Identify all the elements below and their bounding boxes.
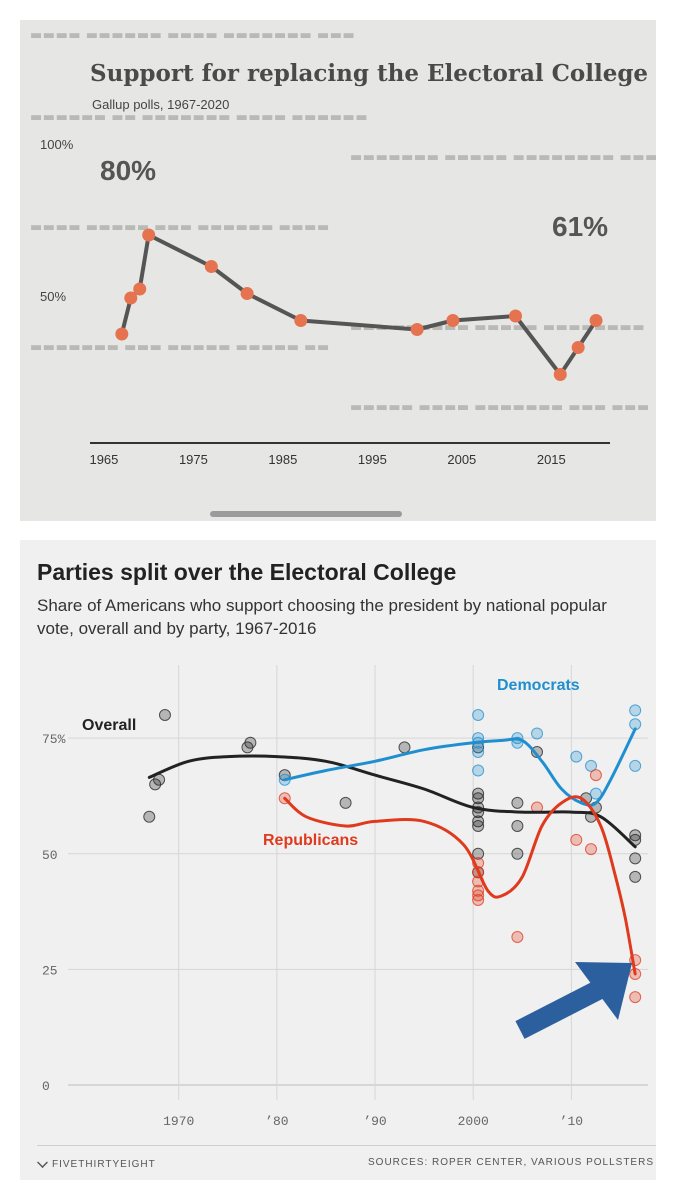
overall-poll-point (149, 778, 162, 791)
y-tick-label: 0 (42, 1079, 50, 1094)
scroll-indicator[interactable] (210, 511, 402, 517)
chart-subtitle: Share of Americans who support choosing … (37, 596, 607, 638)
overall-poll-point (339, 796, 352, 809)
republicans-trend-line (283, 795, 637, 976)
overall-trend-line (147, 754, 637, 849)
republicans-poll-point (570, 833, 583, 846)
emphasis-arrow-shaft (515, 981, 603, 1039)
democrats-poll-point (570, 750, 583, 763)
newspaper-texture: ▬▬▬ ▬▬▬▬▬▬ ▬▬▬▬▬ ▬▬▬▬▬▬▬▬ (350, 320, 646, 335)
x-tick-label: 2005 (447, 452, 477, 467)
overall-poll-point (511, 847, 524, 860)
last-value-annotation: 61% (552, 211, 609, 242)
overall-poll-point (472, 847, 485, 860)
x-tick-label: ’90 (363, 1114, 386, 1129)
data-point (589, 314, 603, 327)
democrats-trend-line (283, 727, 637, 807)
data-point (240, 287, 254, 300)
republicans-poll-point (472, 884, 485, 897)
republicans-poll-point (472, 889, 485, 902)
overall-poll-point (472, 820, 485, 832)
first-value-annotation: 80% (100, 155, 157, 186)
x-tick-label: 1965 (89, 452, 119, 467)
democrats-poll-point (531, 727, 544, 740)
overall-poll-point (244, 736, 257, 749)
data-point (124, 291, 138, 305)
data-point (204, 260, 218, 273)
footer-divider (37, 1145, 656, 1146)
chart-subtitle: Gallup polls, 1967-2020 (92, 97, 230, 112)
democrats-poll-point (629, 759, 642, 772)
democrats-poll-point (629, 704, 642, 717)
overall-poll-point (398, 741, 411, 754)
x-tick-label: ’10 (560, 1114, 583, 1129)
chart-title: Support for replacing the Electoral Coll… (90, 60, 649, 87)
republicans-poll-point (589, 769, 602, 782)
overall-poll-point (629, 870, 642, 883)
x-tick-label: 1970 (163, 1114, 194, 1129)
data-point (571, 341, 585, 354)
y-tick-label: 50 (42, 848, 58, 863)
emphasis-arrow-head (575, 962, 632, 1020)
x-tick-label: ’80 (265, 1114, 288, 1129)
newspaper-texture: ▬▬▬▬ ▬▬▬▬▬ ▬▬▬ ▬▬▬▬▬▬ ▬▬▬▬ (30, 220, 330, 235)
y-tick-label: 100% (40, 137, 74, 152)
chart-title: Parties split over the Electoral College (37, 559, 457, 585)
overall-series-label: Overall (82, 717, 136, 734)
newspaper-chart-panel: ▬▬▬▬ ▬▬▬▬▬▬ ▬▬▬▬ ▬▬▬▬▬▬▬ ▬▬▬ ▬▬▬▬▬▬ ▬▬ ▬… (20, 20, 656, 521)
republicans-series-label: Republicans (263, 832, 358, 849)
data-point (410, 323, 424, 336)
data-point (133, 282, 147, 296)
overall-poll-point (511, 796, 524, 809)
overall-poll-point (472, 815, 485, 828)
newspaper-texture: ▬▬▬▬▬▬▬ ▬▬▬▬▬ ▬▬▬▬▬▬▬▬ ▬▬▬▬ (350, 150, 656, 165)
footer-brand: FIVETHIRTYEIGHT (37, 1157, 156, 1170)
overall-poll-point (143, 810, 156, 823)
x-tick-label: 1985 (268, 452, 298, 467)
x-tick-label: 2015 (536, 452, 566, 467)
overall-poll-point (472, 787, 485, 800)
republicans-poll-point (585, 843, 598, 856)
data-point (142, 228, 156, 242)
data-point (115, 327, 129, 341)
overall-poll-point (472, 792, 485, 805)
fivethirtyeight-chart-panel: Parties split over the Electoral College… (20, 540, 656, 1180)
democrats-series-label: Democrats (497, 677, 580, 694)
data-point (446, 314, 460, 327)
democrats-poll-point (472, 746, 485, 758)
data-point (509, 309, 523, 323)
overall-poll-point (511, 820, 524, 832)
x-tick-label: 1975 (178, 452, 208, 467)
newspaper-texture: ▬▬▬▬ ▬▬▬▬▬▬ ▬▬▬▬ ▬▬▬▬▬▬▬ ▬▬▬ (30, 28, 356, 43)
y-tick-label: 50% (40, 289, 67, 304)
democrats-poll-point (472, 764, 485, 777)
x-tick-label: 2000 (458, 1114, 489, 1129)
overall-poll-point (158, 709, 171, 721)
republicans-poll-point (472, 894, 485, 906)
fivethirtyeight-logo-icon (37, 1157, 48, 1168)
x-tick-label: 1995 (357, 452, 387, 467)
y-tick-label: 75% (42, 732, 66, 747)
scatter-trend-chart: 0 25 50 75% 1970 ’80 ’90 2000 ’10 Overall Democrat… (42, 665, 648, 1129)
newspaper-texture: ▬▬▬▬▬▬ ▬▬ ▬▬▬▬▬▬▬ ▬▬▬▬ ▬▬▬▬▬▬ (30, 110, 369, 125)
y-tick-label: 25 (42, 963, 58, 978)
democrats-poll-point (472, 709, 485, 721)
republicans-poll-point (511, 931, 524, 943)
support-line (119, 233, 598, 377)
footer-brand-text: FIVETHIRTYEIGHT (52, 1159, 156, 1170)
democrats-poll-point (585, 759, 598, 772)
footer-sources: SOURCES: ROPER CENTER, VARIOUS POLLSTERS (368, 1157, 654, 1168)
data-point (294, 314, 308, 327)
newspaper-texture: ▬▬▬▬▬▬▬ ▬▬▬ ▬▬▬▬▬ ▬▬▬▬▬ ▬▬ (30, 340, 330, 355)
republicans-poll-point (629, 991, 642, 1004)
newspaper-texture: ▬▬▬▬▬ ▬▬▬▬ ▬▬▬▬▬▬▬ ▬▬▬ ▬▬▬ (350, 400, 650, 415)
overall-poll-point (629, 829, 642, 842)
data-point (553, 368, 567, 381)
overall-poll-point (629, 852, 642, 865)
line-chart (90, 228, 610, 444)
